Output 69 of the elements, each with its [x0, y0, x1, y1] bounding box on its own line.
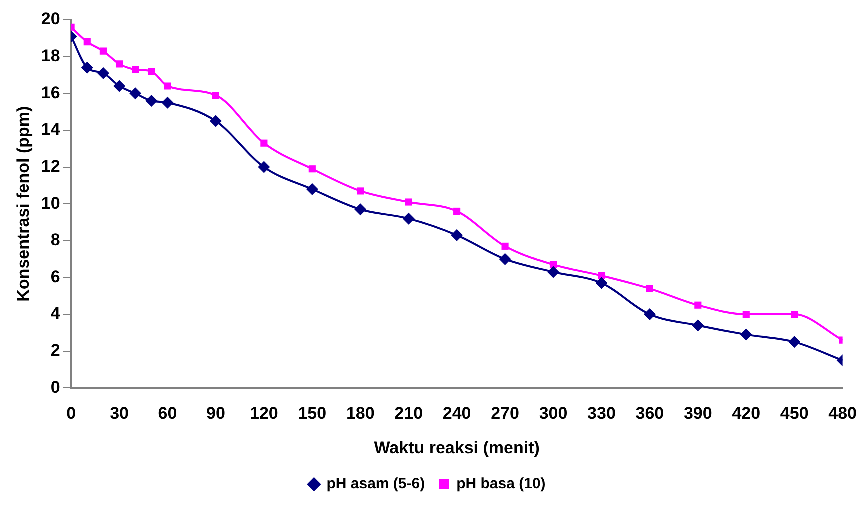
point: [114, 80, 126, 92]
y-tick-label: 12: [41, 156, 60, 176]
point: [148, 68, 156, 76]
point: [548, 266, 560, 278]
y-tick-label: 20: [41, 10, 60, 29]
x-tick-label: 330: [588, 404, 616, 424]
y-tick-label: 16: [41, 83, 60, 102]
x-tick-label: 90: [206, 404, 226, 424]
y-tick-label: 4: [50, 304, 61, 324]
x-tick-label: 0: [66, 404, 76, 424]
x-tick-label: 420: [732, 404, 761, 424]
x-tick-label: 150: [298, 404, 327, 424]
point: [692, 320, 704, 332]
point: [354, 204, 367, 216]
x-tick-label: 450: [780, 404, 809, 424]
point: [97, 67, 110, 80]
legend-label: pH asam (5-6): [326, 476, 426, 493]
point: [788, 336, 801, 348]
point: [164, 82, 172, 90]
x-axis-title: Waktu reaksi (menit): [374, 438, 540, 458]
point: [81, 62, 94, 74]
y-tick-label: 14: [41, 120, 61, 140]
y-tick-label: 10: [41, 194, 60, 213]
point: [162, 96, 174, 109]
point: [130, 88, 142, 100]
x-tick-label: 30: [110, 404, 129, 424]
point: [454, 208, 461, 215]
point: [451, 229, 464, 242]
x-tick-label: 240: [442, 404, 472, 424]
y-tick-label: 2: [50, 341, 60, 360]
x-tick-label: 480: [828, 404, 858, 424]
point: [502, 242, 509, 250]
point: [260, 140, 268, 147]
y-tick-label: 6: [50, 267, 60, 286]
point: [84, 38, 91, 46]
point: [405, 198, 412, 206]
point: [212, 92, 220, 100]
point: [210, 115, 222, 128]
x-tick-label: 180: [346, 404, 375, 424]
point: [646, 285, 654, 292]
point: [740, 328, 752, 341]
x-tick-label: 270: [491, 404, 520, 424]
point: [100, 48, 107, 55]
point: [116, 60, 124, 68]
point: [258, 161, 270, 174]
x-tick-label: 60: [158, 404, 178, 424]
x-tick-label: 360: [636, 404, 664, 424]
x-tick-label: 390: [684, 404, 712, 424]
point: [596, 277, 608, 290]
x-tick-label: 210: [394, 404, 424, 424]
point: [132, 66, 140, 74]
y-tick-label: 0: [50, 378, 60, 397]
y-tick-label: 18: [41, 46, 60, 66]
point: [499, 253, 512, 266]
point: [742, 311, 750, 318]
point: [644, 308, 656, 321]
point: [598, 272, 606, 280]
point: [791, 311, 798, 318]
x-tick-label: 120: [250, 404, 278, 424]
point: [694, 302, 702, 309]
point: [402, 212, 415, 225]
y-axis-title: Konsentrasi fenol (ppm): [14, 106, 33, 302]
legend-label: pH basa (10): [456, 476, 546, 493]
x-tick-label: 300: [539, 404, 568, 424]
point: [306, 183, 318, 196]
point: [357, 188, 364, 195]
point: [146, 95, 158, 108]
point: [308, 166, 316, 173]
y-tick-label: 8: [50, 230, 60, 250]
